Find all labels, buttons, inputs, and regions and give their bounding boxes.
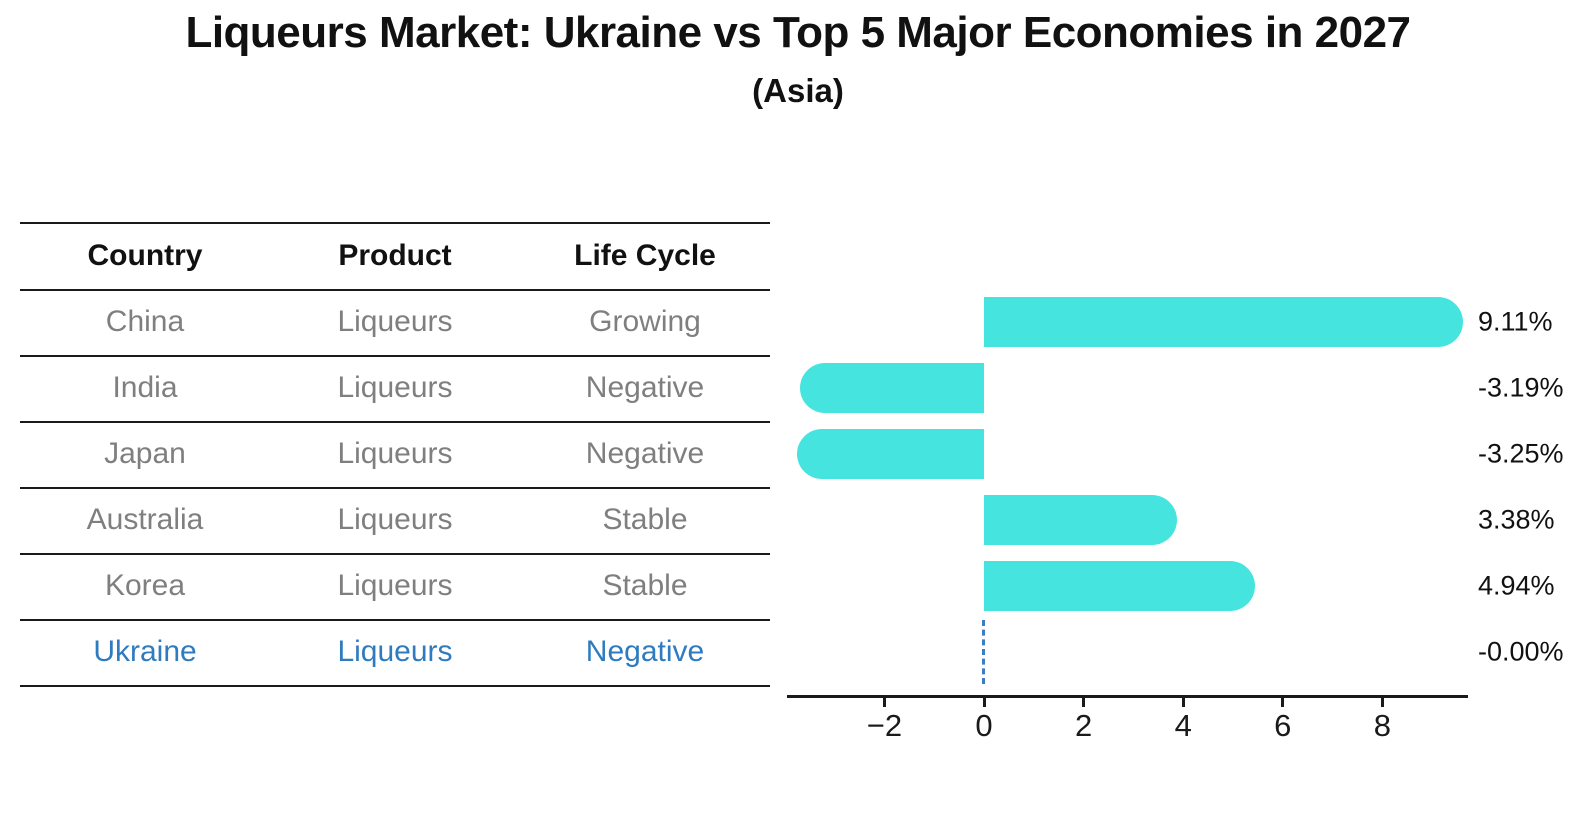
value-label-china: 9.11% [1478,306,1553,337]
table-header-row: Country Product Life Cycle [20,222,770,289]
value-label-india: -3.19% [1478,372,1564,403]
table-row-korea: Korea Liqueurs Stable [20,553,770,619]
life-cycle-cell: Negative [585,635,705,668]
country-cell: Korea [104,569,186,602]
product-cell: Liqueurs [337,569,453,602]
x-axis-tick-label: 2 [1074,708,1093,743]
table-header-cell: Life Cycle [574,238,716,272]
x-axis-tick-label: 6 [1274,708,1292,743]
table-divider [20,487,770,489]
product-cell: Liqueurs [337,503,453,536]
chart-title: Liqueurs Market: Ukraine vs Top 5 Major … [185,8,1411,57]
country-cell: China [105,305,185,338]
table-divider [20,619,770,621]
table-divider [20,421,770,423]
table-row-china: China Liqueurs Growing [20,289,770,355]
value-label-ukraine: -0.00% [1478,636,1564,667]
table-row-ukraine: Ukraine Liqueurs Negative [20,619,770,685]
x-axis-tick [1380,698,1384,707]
x-axis-tick-label: −2 [866,708,903,743]
x-axis-tick [1281,698,1285,707]
product-cell: Liqueurs [337,635,453,668]
product-cell: Liqueurs [337,305,453,338]
table-divider [20,685,770,687]
life-cycle-cell: Stable [602,569,688,602]
x-axis-tick-label: 0 [975,708,993,743]
life-cycle-cell: Negative [585,437,705,470]
table-row-australia: Australia Liqueurs Stable [20,487,770,553]
bar-australia [984,495,1178,545]
table-divider [20,222,770,224]
country-cell: Japan [104,437,186,470]
table-divider [20,289,770,291]
bar-japan [797,429,984,479]
table-divider [20,553,770,555]
product-cell: Liqueurs [337,437,453,470]
chart-subtitle: (Asia) [752,72,844,109]
table-header-cell: Country [87,238,203,272]
x-axis-tick [982,698,986,707]
life-cycle-cell: Negative [585,371,705,404]
product-cell: Liqueurs [337,371,453,404]
country-cell: Australia [86,503,204,536]
x-axis-tick-label: 4 [1174,708,1192,743]
table-divider [20,355,770,357]
country-cell: India [112,371,178,404]
country-cell: Ukraine [93,635,197,668]
bar-china [984,297,1463,347]
x-axis-line [787,695,1468,698]
value-label-korea: 4.94% [1478,570,1555,601]
x-axis-tick [1181,698,1185,707]
table-header-cell: Product [338,238,452,272]
table-row-india: India Liqueurs Negative [20,355,770,421]
life-cycle-cell: Growing [589,305,701,338]
life-cycle-cell: Stable [602,503,688,536]
x-axis-tick-label: 8 [1373,708,1392,743]
bar-india [800,363,984,413]
zero-value-marker-ukraine [982,620,985,684]
x-axis-tick [1082,698,1086,707]
x-axis-tick [882,698,886,707]
value-label-australia: 3.38% [1478,504,1555,535]
country-table: Country Product Life Cycle China Liqueurs Gro… [20,222,770,687]
value-label-japan: -3.25% [1478,438,1564,469]
bar-korea [984,561,1255,611]
table-row-japan: Japan Liqueurs Negative [20,421,770,487]
